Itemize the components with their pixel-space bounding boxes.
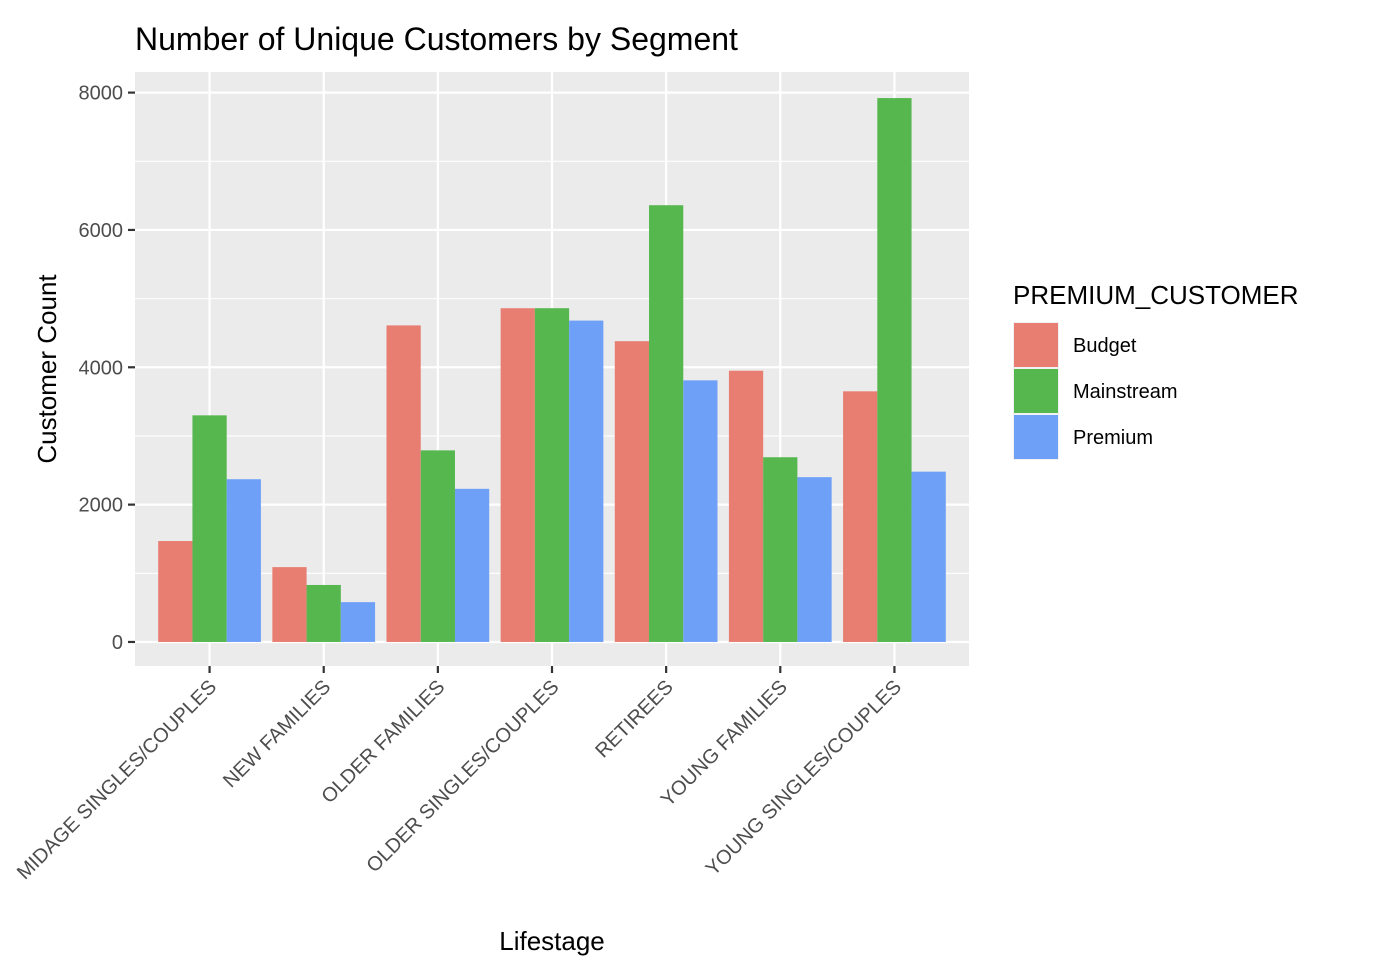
bar (877, 98, 912, 642)
y-tick-label: 6000 (79, 220, 124, 242)
y-tick-label: 2000 (79, 495, 124, 517)
bar (569, 320, 604, 642)
bar (728, 370, 764, 642)
x-tick-label: RETIREES (591, 676, 677, 762)
x-tick-label: OLDER SINGLES/COUPLES (362, 676, 563, 877)
bar (911, 471, 946, 642)
x-tick-label: YOUNG SINGLES/COUPLES (702, 676, 906, 880)
x-axis-title: Lifestage (499, 926, 605, 956)
bar (454, 488, 490, 642)
bar (500, 308, 535, 642)
legend-items: Budget Mainstream Premium (1013, 322, 1177, 460)
bars (158, 98, 946, 642)
bar (158, 541, 193, 642)
bar (649, 205, 684, 642)
y-tick-label: 0 (112, 632, 123, 654)
bar (683, 380, 718, 642)
bar (192, 415, 227, 642)
legend-label: Mainstream (1073, 381, 1177, 403)
x-tick-label: OLDER FAMILIES (318, 676, 450, 808)
bar (843, 391, 878, 642)
x-tick-label: NEW FAMILIES (219, 676, 335, 792)
bar (420, 450, 455, 642)
y-tick-label: 8000 (79, 83, 124, 105)
y-axis-title: Customer Count (32, 274, 62, 464)
bar (386, 325, 421, 642)
y-tick-label: 4000 (79, 357, 124, 379)
legend-label: Budget (1073, 335, 1137, 357)
chart-title: Number of Unique Customers by Segment (135, 21, 738, 57)
legend-swatch (1014, 415, 1058, 459)
legend-label: Premium (1073, 427, 1153, 449)
bar (340, 602, 376, 642)
bar (306, 584, 341, 642)
bar (272, 567, 307, 642)
bar (534, 308, 570, 642)
x-tick-label: YOUNG FAMILIES (657, 676, 792, 811)
bar (763, 457, 798, 642)
legend-swatch (1014, 369, 1058, 413)
legend-swatch (1014, 323, 1058, 367)
x-tick-label: MIDAGE SINGLES/COUPLES (13, 676, 221, 884)
bar (614, 341, 650, 642)
y-axis: 0 2000 4000 6000 8000 (79, 83, 135, 654)
bar (797, 477, 832, 642)
bar (226, 479, 261, 642)
legend: PREMIUM_CUSTOMER Budget Mainstream Premium (1013, 280, 1299, 460)
legend-title: PREMIUM_CUSTOMER (1013, 280, 1299, 310)
